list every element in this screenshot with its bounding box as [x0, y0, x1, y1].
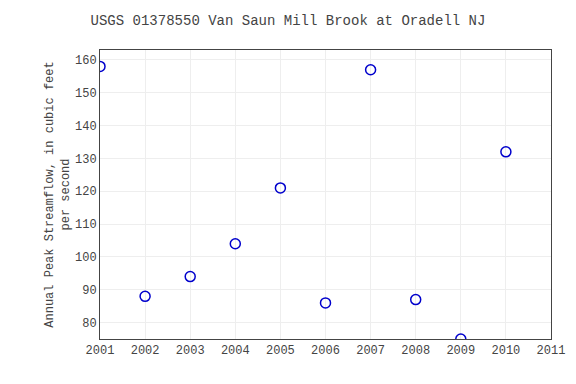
- svg-text:2004: 2004: [221, 344, 250, 358]
- svg-text:150: 150: [75, 87, 97, 101]
- svg-text:160: 160: [75, 54, 97, 68]
- svg-text:140: 140: [75, 120, 97, 134]
- svg-text:2011: 2011: [537, 344, 566, 358]
- svg-text:2003: 2003: [176, 344, 205, 358]
- svg-text:2009: 2009: [446, 344, 475, 358]
- svg-text:2010: 2010: [491, 344, 520, 358]
- svg-text:2001: 2001: [86, 344, 115, 358]
- svg-text:2005: 2005: [266, 344, 295, 358]
- svg-text:120: 120: [75, 185, 97, 199]
- svg-text:110: 110: [75, 218, 97, 232]
- svg-text:USGS 01378550 Van Saun Mill Br: USGS 01378550 Van Saun Mill Brook at Ora…: [91, 13, 486, 29]
- svg-text:90: 90: [82, 284, 96, 298]
- svg-text:2007: 2007: [356, 344, 385, 358]
- svg-text:2002: 2002: [131, 344, 160, 358]
- svg-text:Annual Peak Streamflow, in cub: Annual Peak Streamflow, in cubic feetper…: [43, 61, 73, 327]
- svg-text:80: 80: [82, 317, 96, 331]
- svg-text:2008: 2008: [401, 344, 430, 358]
- svg-text:2006: 2006: [311, 344, 340, 358]
- svg-text:100: 100: [75, 251, 97, 265]
- svg-text:130: 130: [75, 153, 97, 167]
